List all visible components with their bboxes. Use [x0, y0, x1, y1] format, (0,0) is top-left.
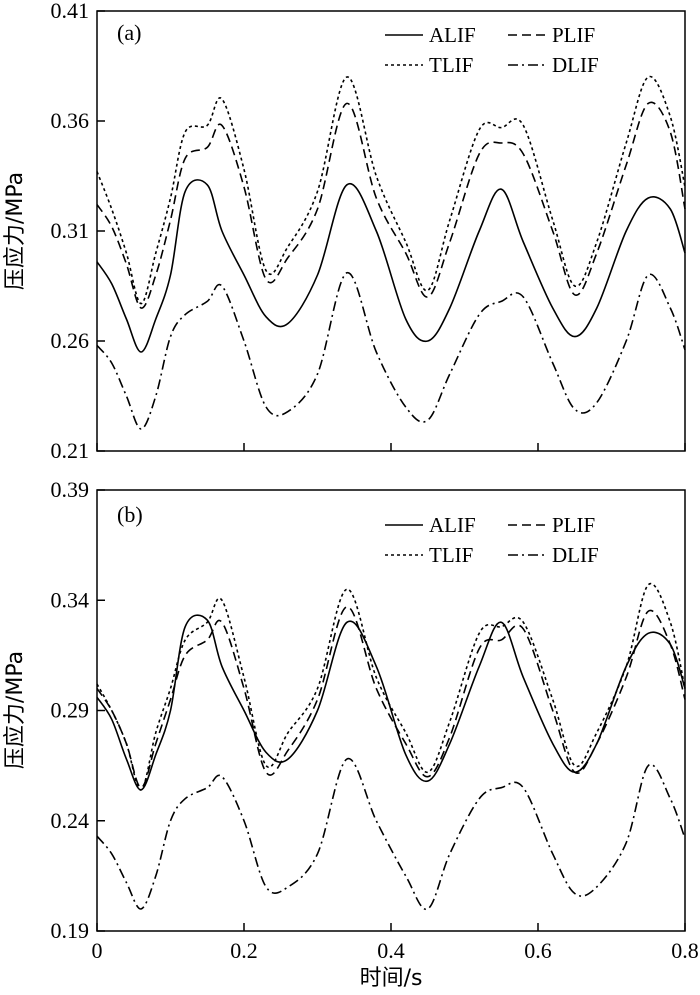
panel-b-x-ticks: 0 0.2 0.4 0.6 0.8 — [92, 923, 699, 963]
legend-label-dlif: DLIF — [552, 543, 599, 567]
y-tick-label: 0.26 — [51, 328, 90, 353]
series-line-alif — [96, 179, 686, 353]
y-tick-label: 0.34 — [51, 587, 90, 612]
y-tick-label: 0.41 — [51, 0, 90, 23]
series-line-plif — [96, 606, 686, 789]
legend-label-alif: ALIF — [429, 513, 476, 537]
y-tick-label: 0.21 — [51, 438, 90, 463]
legend-label-dlif: DLIF — [552, 53, 599, 77]
panel-a: (a) 压应力/MPa 0.21 0.26 0.31 0.36 0.41 ALIF PLI… — [3, 0, 686, 463]
x-tick-label: 0.2 — [230, 938, 258, 963]
panel-a-y-axis-label: 压应力/MPa — [3, 172, 28, 290]
x-tick-label: 0.4 — [377, 938, 405, 963]
x-tick-label: 0.8 — [671, 938, 699, 963]
y-tick-label: 0.24 — [51, 808, 90, 833]
panel-a-tag: (a) — [117, 20, 141, 45]
panel-a-legend: ALIF PLIF TLIF DLIF — [385, 23, 599, 77]
panel-b-legend: ALIF PLIF TLIF DLIF — [385, 513, 599, 567]
panel-a-frame — [96, 10, 686, 452]
y-tick-label: 0.19 — [51, 918, 90, 943]
panel-a-y-ticks: 0.21 0.26 0.31 0.36 0.41 — [51, 0, 105, 463]
x-tick-label: 0 — [92, 938, 103, 963]
x-tick-label: 0.6 — [524, 938, 552, 963]
y-tick-label: 0.31 — [51, 218, 90, 243]
series-line-dlif — [96, 272, 686, 430]
panel-b-x-axis-label: 时间/s — [360, 966, 423, 991]
legend-label-tlif: TLIF — [429, 543, 473, 567]
y-tick-label: 0.39 — [51, 477, 90, 502]
series-line-tlif — [96, 582, 686, 791]
series-line-plif — [96, 101, 686, 309]
panel-a-series-lines — [96, 75, 686, 430]
legend-label-plif: PLIF — [552, 513, 595, 537]
panel-b-y-axis-label: 压应力/MPa — [3, 651, 28, 769]
series-line-dlif — [96, 758, 686, 910]
series-line-tlif — [96, 75, 686, 305]
panel-b-tag: (b) — [117, 502, 143, 527]
panel-b-y-ticks: 0.19 0.24 0.29 0.34 0.39 — [51, 477, 105, 943]
legend-label-tlif: TLIF — [429, 53, 473, 77]
legend-label-alif: ALIF — [429, 23, 476, 47]
y-tick-label: 0.36 — [51, 108, 90, 133]
panel-b-series-lines — [96, 582, 686, 910]
y-tick-label: 0.29 — [51, 698, 90, 723]
legend-label-plif: PLIF — [552, 23, 595, 47]
